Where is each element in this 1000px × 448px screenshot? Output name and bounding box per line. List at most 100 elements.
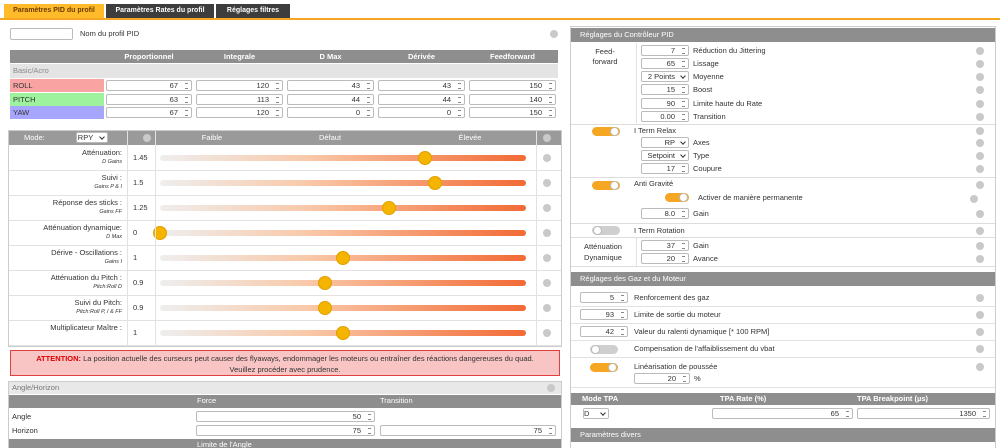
help-icon[interactable] xyxy=(543,304,551,312)
number-input[interactable]: 90 xyxy=(641,98,689,109)
help-icon[interactable] xyxy=(976,311,984,319)
number-input[interactable]: 44 xyxy=(378,93,465,105)
number-input[interactable]: 67 xyxy=(106,107,192,118)
slider-value: 0.9 xyxy=(133,278,144,287)
select[interactable]: Setpoint xyxy=(641,150,689,161)
number-input[interactable]: 67 xyxy=(106,80,192,91)
help-icon[interactable] xyxy=(543,204,551,212)
tab[interactable]: Paramètres Rates du profil xyxy=(106,4,214,18)
slider-sublabel: Gains FF xyxy=(99,209,122,215)
help-icon[interactable] xyxy=(976,86,984,94)
help-icon[interactable] xyxy=(976,139,984,147)
tab[interactable]: Réglages filtres xyxy=(216,4,290,18)
select[interactable]: 2 Points xyxy=(641,71,689,82)
slider-thumb[interactable] xyxy=(336,251,350,265)
help-icon[interactable] xyxy=(976,227,984,235)
number-input[interactable]: 120 xyxy=(196,80,283,91)
help-icon[interactable] xyxy=(143,134,151,142)
number-input[interactable]: 50 xyxy=(196,411,375,422)
number-input[interactable]: 75 xyxy=(380,425,556,436)
help-icon[interactable] xyxy=(976,345,984,353)
number-input[interactable]: 20 xyxy=(641,253,689,264)
number-input[interactable]: 43 xyxy=(378,80,465,91)
toggle[interactable] xyxy=(592,181,620,190)
toggle[interactable] xyxy=(592,127,620,136)
help-icon[interactable] xyxy=(976,100,984,108)
number-input[interactable]: 7 xyxy=(641,45,689,56)
help-icon[interactable] xyxy=(976,210,984,218)
slider-thumb[interactable] xyxy=(317,276,332,290)
number-input[interactable]: 65 xyxy=(712,408,853,419)
number-input[interactable]: 0.00 xyxy=(641,111,689,122)
help-icon[interactable] xyxy=(543,154,551,162)
help-icon[interactable] xyxy=(976,363,984,371)
slider-thumb[interactable] xyxy=(153,226,167,240)
number-input[interactable]: 0 xyxy=(287,107,374,118)
help-icon[interactable] xyxy=(976,60,984,68)
slider-thumb[interactable] xyxy=(336,326,350,340)
toggle[interactable] xyxy=(592,226,620,235)
slider-value: 1.25 xyxy=(133,203,148,212)
select[interactable]: D xyxy=(583,408,609,419)
help-icon[interactable] xyxy=(976,73,984,81)
help-icon[interactable] xyxy=(543,279,551,287)
help-icon[interactable] xyxy=(543,134,551,142)
number-input[interactable]: 0 xyxy=(378,107,465,118)
row-separator xyxy=(9,295,561,296)
help-icon[interactable] xyxy=(550,30,558,38)
number-input[interactable]: 37 xyxy=(641,240,689,251)
select[interactable]: RPY xyxy=(76,132,108,143)
profile-name-input[interactable] xyxy=(10,28,73,40)
number-input[interactable]: 43 xyxy=(287,80,374,91)
field-label: Valeur du ralenti dynamique [* 100 RPM] xyxy=(634,327,770,336)
column-header: Proportionnel xyxy=(124,52,174,61)
number-input[interactable]: 15 xyxy=(641,84,689,95)
toggle[interactable] xyxy=(590,345,618,354)
toggle[interactable] xyxy=(590,363,618,372)
help-icon[interactable] xyxy=(976,47,984,55)
help-icon[interactable] xyxy=(543,254,551,262)
warning: ATTENTION: La position actuelle des curs… xyxy=(10,350,560,376)
number-input[interactable]: 150 xyxy=(469,80,556,91)
help-icon[interactable] xyxy=(976,242,984,250)
number-input[interactable]: 120 xyxy=(196,107,283,118)
number-input[interactable]: 150 xyxy=(469,107,556,118)
number-input[interactable]: 140 xyxy=(469,93,556,105)
number-input[interactable]: 65 xyxy=(641,58,689,69)
slider-thumb[interactable] xyxy=(317,301,332,315)
number-input[interactable]: 8.0 xyxy=(641,208,689,219)
number-input[interactable]: 93 xyxy=(580,309,628,320)
help-icon[interactable] xyxy=(976,294,984,302)
number-input[interactable]: 5 xyxy=(580,292,628,303)
number-input[interactable]: 44 xyxy=(287,93,374,105)
toggle-knob xyxy=(591,345,600,354)
slider-thumb[interactable] xyxy=(418,151,433,165)
number-input[interactable]: 63 xyxy=(106,93,192,105)
help-icon[interactable] xyxy=(976,113,984,121)
column-header: Mode TPA xyxy=(582,394,619,403)
number-input[interactable]: 17 xyxy=(641,163,689,174)
slider-thumb[interactable] xyxy=(427,176,442,190)
slider-thumb[interactable] xyxy=(381,201,396,215)
help-icon[interactable] xyxy=(543,179,551,187)
help-icon[interactable] xyxy=(976,328,984,336)
number-input[interactable]: 113 xyxy=(196,93,283,105)
help-icon[interactable] xyxy=(543,229,551,237)
slider-label: Réponse des sticks : xyxy=(52,198,122,207)
help-icon[interactable] xyxy=(547,384,555,392)
select[interactable]: RP xyxy=(641,137,689,148)
help-icon[interactable] xyxy=(976,165,984,173)
help-icon[interactable] xyxy=(976,127,984,135)
help-icon[interactable] xyxy=(976,152,984,160)
number-input[interactable]: 20 xyxy=(634,373,690,384)
field-label: Avance xyxy=(693,254,718,263)
help-icon[interactable] xyxy=(543,329,551,337)
number-input[interactable]: 42 xyxy=(580,326,628,337)
help-icon[interactable] xyxy=(970,195,978,203)
number-input[interactable]: 75 xyxy=(196,425,375,436)
toggle[interactable] xyxy=(665,193,689,202)
tab[interactable]: Paramètres PID du profil xyxy=(4,4,104,18)
number-input[interactable]: 1350 xyxy=(857,408,990,419)
help-icon[interactable] xyxy=(976,255,984,263)
help-icon[interactable] xyxy=(976,181,984,189)
